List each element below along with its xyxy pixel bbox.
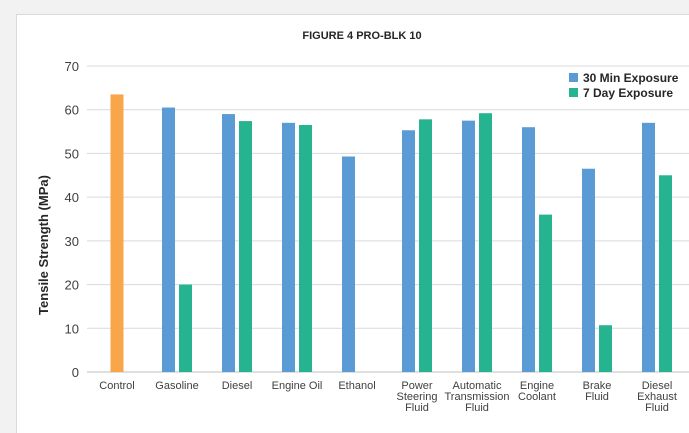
category-label-line: Fluid bbox=[585, 391, 609, 403]
y-tick-label: 40 bbox=[65, 190, 79, 205]
y-tick-label: 60 bbox=[65, 103, 79, 118]
gridlines bbox=[87, 65, 689, 373]
chart-title: FIGURE 4 PRO-BLK 10 bbox=[302, 30, 421, 42]
y-tick-label: 10 bbox=[65, 321, 79, 336]
category-label: Diesel bbox=[222, 380, 253, 392]
category-label: Engine Oil bbox=[272, 380, 323, 392]
category-label-line: Diesel bbox=[222, 380, 253, 392]
bar-7-day bbox=[539, 214, 552, 372]
bar-chart: FIGURE 4 PRO-BLK 10 0 10 20 30 40 50 60 70 Tens… bbox=[36, 30, 689, 414]
category-label-line: Fluid bbox=[645, 402, 669, 414]
category-label: Ethanol bbox=[338, 380, 375, 392]
bar-30-min bbox=[162, 107, 175, 373]
y-tick-label: 20 bbox=[65, 278, 79, 293]
category-label: Control bbox=[99, 380, 134, 392]
category-label-line: Transmission bbox=[445, 391, 510, 403]
legend-swatch bbox=[569, 88, 578, 97]
category-label-line: Brake bbox=[583, 380, 612, 392]
category-label: Diesel Exhaust Fluid bbox=[637, 380, 677, 414]
category-label: Brake Fluid bbox=[583, 380, 612, 403]
bar-30-min bbox=[402, 130, 415, 372]
y-axis-ticks: 0 10 20 30 40 50 60 70 bbox=[65, 59, 79, 380]
bar-control bbox=[110, 94, 124, 373]
legend-swatch bbox=[569, 73, 578, 82]
category-label-line: Ethanol bbox=[338, 380, 375, 392]
bar-7-day bbox=[599, 325, 612, 372]
bar-30-min bbox=[282, 122, 295, 372]
category-label-line: Steering bbox=[397, 391, 438, 403]
bar-30-min bbox=[642, 122, 655, 372]
category-label-line: Fluid bbox=[465, 402, 489, 414]
y-tick-label: 50 bbox=[65, 146, 79, 161]
y-tick-label: 30 bbox=[65, 234, 79, 249]
bar-7-day bbox=[659, 175, 672, 372]
category-label-line: Exhaust bbox=[637, 391, 677, 403]
category-label-line: Automatic bbox=[453, 380, 502, 392]
bars bbox=[110, 94, 672, 373]
category-label: Engine Coolant bbox=[518, 380, 556, 403]
bar-7-day bbox=[179, 284, 192, 372]
category-label-line: Power bbox=[401, 380, 433, 392]
category-label-line: Control bbox=[99, 380, 134, 392]
legend-label: 7 Day Exposure bbox=[583, 86, 673, 100]
category-label-line: Engine bbox=[520, 380, 554, 392]
bar-30-min bbox=[222, 114, 235, 372]
chart-frame: FIGURE 4 PRO-BLK 10 0 10 20 30 40 50 60 70 Tens… bbox=[16, 14, 689, 433]
category-label-line: Engine Oil bbox=[272, 380, 323, 392]
bar-30-min bbox=[522, 127, 535, 372]
y-tick-label: 0 bbox=[72, 365, 79, 380]
category-label: Automatic Transmission Fluid bbox=[445, 380, 510, 414]
x-axis-categories: Control Gasoline Diesel Engine Oil Ethanol Po… bbox=[99, 380, 677, 414]
bar-30-min bbox=[582, 168, 595, 372]
bar-30-min bbox=[342, 156, 355, 372]
y-tick-label: 70 bbox=[65, 59, 79, 74]
bar-7-day bbox=[479, 113, 492, 372]
category-label-line: Gasoline bbox=[155, 380, 198, 392]
category-label-line: Coolant bbox=[518, 391, 556, 403]
legend-label: 30 Min Exposure bbox=[583, 71, 679, 85]
bar-30-min bbox=[462, 120, 475, 373]
category-label: Gasoline bbox=[155, 380, 198, 392]
bar-7-day bbox=[299, 125, 312, 372]
category-label-line: Diesel bbox=[642, 380, 673, 392]
bar-7-day bbox=[239, 121, 252, 372]
bar-7-day bbox=[419, 119, 432, 373]
y-axis-label: Tensile Strength (MPa) bbox=[36, 175, 51, 315]
category-label: Power Steering Fluid bbox=[397, 380, 438, 414]
category-label-line: Fluid bbox=[405, 402, 429, 414]
